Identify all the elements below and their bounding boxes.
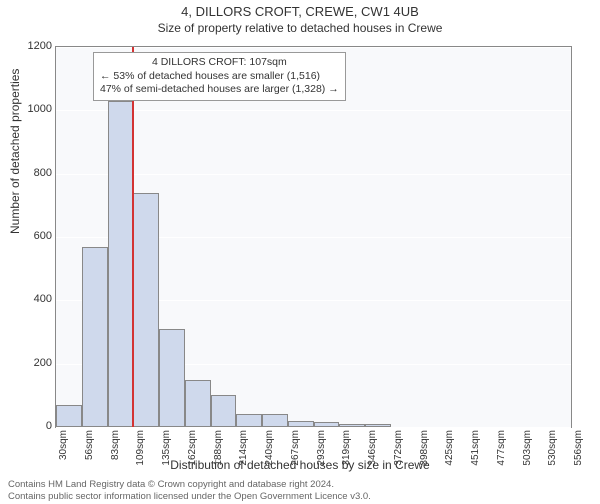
histogram-bar (159, 329, 185, 427)
y-tick-label: 200 (12, 357, 52, 369)
histogram-bar (82, 247, 108, 428)
x-tick-label: 162sqm (187, 430, 198, 480)
histogram-bar (339, 424, 365, 427)
chart-container: 4 DILLORS CROFT: 107sqm ← 53% of detache… (55, 46, 570, 426)
histogram-bar (314, 422, 340, 427)
annotation-box: 4 DILLORS CROFT: 107sqm ← 53% of detache… (93, 52, 346, 101)
x-tick-label: 188sqm (213, 430, 224, 480)
histogram-bar (365, 424, 391, 427)
histogram-bar (108, 101, 134, 427)
footer-attribution: Contains HM Land Registry data © Crown c… (8, 479, 371, 502)
y-tick-label: 400 (12, 293, 52, 305)
histogram-bar (56, 405, 82, 427)
x-tick-label: 109sqm (135, 430, 146, 480)
histogram-bar (288, 421, 314, 427)
chart-subtitle: Size of property relative to detached ho… (0, 21, 600, 35)
x-tick-label: 56sqm (84, 430, 95, 480)
histogram-bar (236, 414, 262, 427)
histogram-bar (133, 193, 159, 427)
histogram-bar (185, 380, 211, 428)
x-tick-label: 240sqm (264, 430, 275, 480)
y-tick-label: 800 (12, 167, 52, 179)
x-tick-label: 425sqm (444, 430, 455, 480)
x-tick-label: 135sqm (161, 430, 172, 480)
x-tick-label: 30sqm (58, 430, 69, 480)
x-tick-label: 556sqm (573, 430, 584, 480)
x-tick-label: 346sqm (367, 430, 378, 480)
histogram-bar (211, 395, 237, 427)
x-tick-label: 477sqm (496, 430, 507, 480)
x-tick-label: 451sqm (470, 430, 481, 480)
x-tick-label: 214sqm (238, 430, 249, 480)
y-tick-label: 600 (12, 230, 52, 242)
x-tick-label: 372sqm (393, 430, 404, 480)
x-tick-label: 293sqm (316, 430, 327, 480)
x-tick-label: 83sqm (110, 430, 121, 480)
x-tick-label: 267sqm (290, 430, 301, 480)
footer-line1: Contains HM Land Registry data © Crown c… (8, 479, 371, 490)
y-axis-label: Number of detached properties (8, 69, 22, 234)
x-tick-label: 530sqm (547, 430, 558, 480)
footer-line2: Contains public sector information licen… (8, 491, 371, 502)
histogram-bar (262, 414, 288, 427)
y-tick-label: 0 (12, 420, 52, 432)
x-tick-label: 398sqm (419, 430, 430, 480)
annotation-line1: 4 DILLORS CROFT: 107sqm (100, 56, 339, 70)
annotation-line2: ← 53% of detached houses are smaller (1,… (100, 70, 339, 84)
y-tick-label: 1200 (12, 40, 52, 52)
gridline (56, 427, 571, 428)
annotation-line3: 47% of semi-detached houses are larger (… (100, 83, 339, 97)
marker-line (132, 47, 134, 427)
x-tick-label: 503sqm (522, 430, 533, 480)
chart-title: 4, DILLORS CROFT, CREWE, CW1 4UB (0, 4, 600, 19)
y-tick-label: 1000 (12, 103, 52, 115)
x-tick-label: 319sqm (341, 430, 352, 480)
plot-area (55, 46, 572, 428)
